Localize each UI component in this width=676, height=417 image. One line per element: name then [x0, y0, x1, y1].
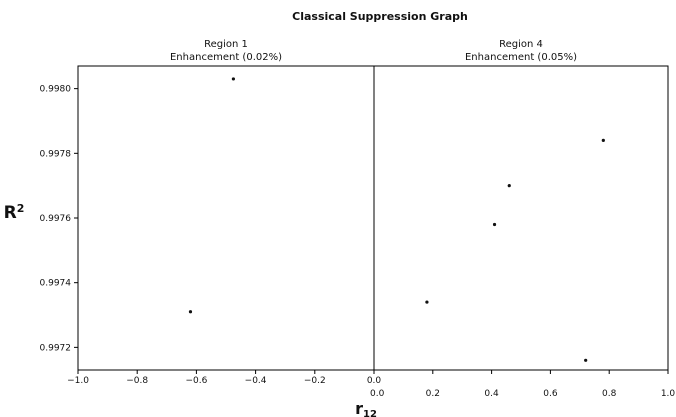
x-axis-label-base: r	[355, 399, 363, 417]
panel-1: Region 1 Enhancement (0.02%) −1.0 −0.8 −0.6 −…	[40, 39, 382, 386]
x-tick-label: 0.8	[602, 389, 617, 399]
y-axis-label: R2	[4, 202, 25, 223]
panel-1-subtitle: Enhancement (0.02%)	[170, 52, 282, 63]
y-tick-label: 0.9976	[40, 214, 72, 224]
data-point	[425, 300, 429, 304]
panel-2-subtitle: Enhancement (0.05%)	[465, 52, 577, 63]
x-tick-label: −0.8	[126, 376, 148, 386]
data-point	[601, 138, 605, 142]
x-axis-label-subscript: 12	[363, 409, 377, 417]
y-tick-label: 0.9974	[40, 279, 72, 289]
x-tick-label: 0.2	[426, 389, 440, 399]
data-point	[231, 77, 235, 81]
x-tick-label: 0.0	[367, 376, 382, 386]
panels-group: Region 1 Enhancement (0.02%) −1.0 −0.8 −0.6 −…	[40, 39, 676, 399]
x-tick-label: 1.0	[661, 389, 676, 399]
panel-1-frame	[77, 65, 375, 371]
data-point	[492, 222, 497, 227]
data-point	[507, 184, 511, 188]
x-tick-label: −0.2	[304, 376, 326, 386]
x-tick-label: 0.0	[370, 389, 385, 399]
y-tick-label: 0.9972	[40, 343, 72, 353]
x-tick-label: −0.6	[185, 376, 207, 386]
x-tick-label: 0.6	[543, 389, 558, 399]
y-tick-label: 0.9980	[40, 85, 72, 95]
panel-2-title: Region 4	[499, 39, 543, 50]
panel-2-frame	[373, 65, 669, 371]
x-axis-label: r12	[355, 399, 377, 417]
y-axis-label-superscript: 2	[17, 202, 25, 215]
x-tick-label: −0.4	[245, 376, 267, 386]
data-point	[584, 358, 588, 362]
data-point	[188, 310, 193, 314]
y-tick-label: 0.9978	[40, 149, 72, 159]
panel-1-title: Region 1	[204, 39, 248, 50]
chart-title: Classical Suppression Graph	[292, 10, 468, 23]
x-tick-label: −1.0	[67, 376, 89, 386]
y-axis-label-base: R	[4, 203, 17, 223]
x-tick-label: 0.4	[484, 389, 499, 399]
panel-2: Region 4 Enhancement (0.05%) 0.0 0.2 0.4 0.6 0…	[370, 39, 675, 399]
